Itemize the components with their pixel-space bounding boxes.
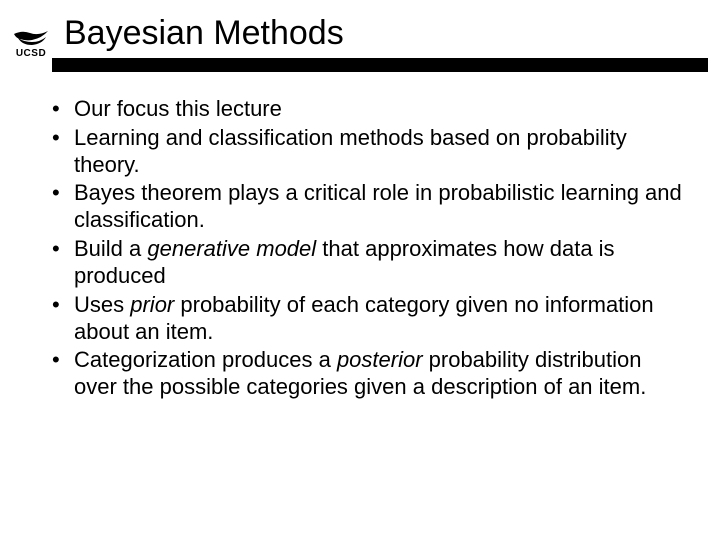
bird-icon	[12, 28, 50, 46]
bullet-text: Our focus this lecture	[74, 96, 282, 121]
bullet-text: Bayes theorem plays a critical role in p…	[74, 180, 682, 232]
bullet-italic: posterior	[337, 347, 423, 372]
bullet-prefix: Build a	[74, 236, 147, 261]
bullet-italic: prior	[130, 292, 174, 317]
bullet-prefix: Categorization produces a	[74, 347, 337, 372]
bullet-item: Build a generative model that approximat…	[48, 236, 688, 290]
bullet-italic: generative model	[147, 236, 316, 261]
ucsd-logo: UCSD	[12, 28, 50, 59]
slide: UCSD Bayesian Methods Our focus this lec…	[0, 0, 720, 540]
bullet-item: Uses prior probability of each category …	[48, 292, 688, 346]
title-bar	[52, 58, 708, 72]
bullet-item: Our focus this lecture	[48, 96, 688, 123]
bullet-list: Our focus this lecture Learning and clas…	[48, 96, 688, 401]
bullet-item: Learning and classification methods base…	[48, 125, 688, 179]
logo-text: UCSD	[12, 48, 50, 59]
slide-title: Bayesian Methods	[64, 14, 344, 53]
bullet-prefix: Uses	[74, 292, 130, 317]
bullet-item: Bayes theorem plays a critical role in p…	[48, 180, 688, 234]
bullet-item: Categorization produces a posterior prob…	[48, 347, 688, 401]
bullet-text: Learning and classification methods base…	[74, 125, 627, 177]
slide-content: Our focus this lecture Learning and clas…	[48, 96, 688, 403]
